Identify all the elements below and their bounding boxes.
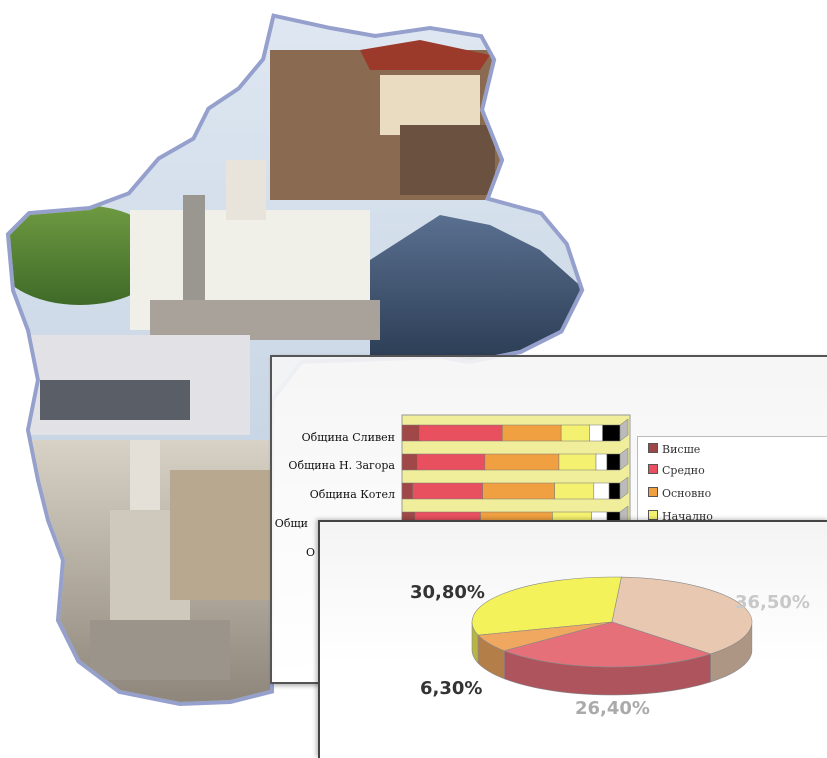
bar-side bbox=[619, 476, 629, 500]
pie-label: 30,80% bbox=[410, 582, 485, 603]
bar-segment bbox=[558, 453, 597, 471]
pie-label: 26,40% bbox=[575, 698, 650, 719]
bar-segment bbox=[401, 424, 420, 442]
bar-segment bbox=[608, 482, 621, 500]
legend-swatch bbox=[648, 510, 658, 520]
pie-slice bbox=[611, 576, 753, 655]
bar-row-label: Общи bbox=[274, 517, 308, 530]
bar-row-label: Община Н. Загора bbox=[288, 459, 395, 472]
bar-segment bbox=[502, 424, 562, 442]
pie-chart bbox=[471, 576, 753, 696]
bar-segment bbox=[482, 482, 555, 500]
legend-swatch bbox=[648, 443, 658, 453]
pie-chart-panel bbox=[318, 520, 827, 758]
bar-segment bbox=[412, 482, 483, 500]
bar-segment bbox=[419, 424, 503, 442]
bar-segment bbox=[560, 424, 590, 442]
bar-chart-legend: Висше Средно Основно Начално bbox=[637, 436, 827, 528]
legend-item: Средно bbox=[648, 464, 705, 477]
bar-row-label: О bbox=[305, 546, 315, 559]
legend-item: Основно bbox=[648, 487, 711, 500]
pie-slice bbox=[477, 621, 613, 652]
legend-swatch bbox=[648, 487, 658, 497]
bar-side bbox=[619, 418, 629, 442]
bar-segment bbox=[595, 453, 608, 471]
bar-segment bbox=[401, 482, 414, 500]
bar-segment bbox=[602, 424, 621, 442]
bar-side bbox=[619, 447, 629, 471]
bar-row-label: Община Сливен bbox=[301, 431, 395, 444]
pie-slice bbox=[471, 576, 622, 636]
legend-item: Начално bbox=[648, 510, 713, 523]
bar-segment bbox=[593, 482, 610, 500]
bar-segment bbox=[401, 453, 418, 471]
bar-segment bbox=[589, 424, 603, 442]
bar-segment bbox=[606, 453, 621, 471]
bar-segment bbox=[484, 453, 560, 471]
bar-segment bbox=[554, 482, 595, 500]
legend-swatch bbox=[648, 464, 658, 474]
bar-row-label: Община Котел bbox=[309, 488, 395, 501]
bar-segment bbox=[417, 453, 486, 471]
legend-item: Висше bbox=[648, 443, 700, 456]
pie-slice bbox=[503, 621, 712, 668]
pie-label: 6,30% bbox=[420, 678, 483, 699]
pie-label: 36,50% bbox=[735, 592, 810, 613]
